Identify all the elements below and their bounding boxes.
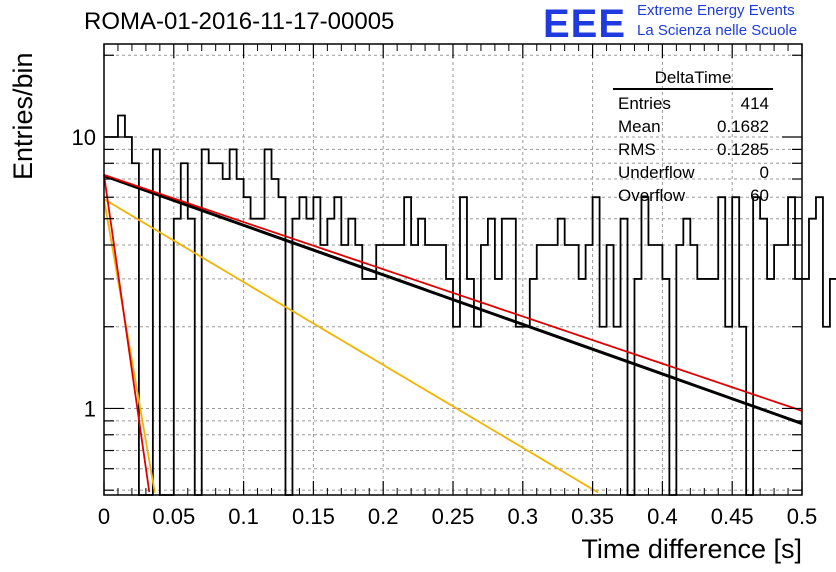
fit-line-4 (103, 174, 151, 493)
axis-ticks: 0 0.05 0.1 0.15 0.2 0.25 0.3 0.35 0.4 0.45 0.5 1 10 (72, 44, 818, 529)
logo-line-2: La Scienza nelle Scuole (637, 22, 798, 39)
stat-value: 0.1285 (717, 140, 769, 159)
fit-line-0 (103, 174, 803, 425)
x-tick-label: 0.05 (152, 504, 195, 529)
stat-value: 60 (750, 186, 769, 205)
x-tick-label: 0.5 (787, 504, 818, 529)
stat-label: Underflow (618, 163, 695, 182)
eee-logo: EEE (543, 2, 627, 46)
fit-line-3 (103, 199, 156, 493)
stat-value: 0 (759, 163, 769, 182)
x-tick-label: 0.3 (508, 504, 539, 529)
x-tick-label: 0.15 (292, 504, 335, 529)
fit-line-2 (103, 198, 599, 494)
stat-label: Overflow (618, 186, 686, 205)
logo-line-1: Extreme Energy Events (637, 2, 795, 19)
x-tick-label: 0.2 (368, 504, 399, 529)
fit-lines (103, 174, 803, 494)
x-axis-label: Time difference [s] (581, 534, 802, 564)
stat-label: Mean (618, 117, 661, 136)
x-tick-label: 0.25 (432, 504, 475, 529)
run-title: ROMA-01-2016-11-17-00005 (84, 8, 395, 35)
x-tick-label: 0.4 (647, 504, 678, 529)
y-axis-label: Entries/bin (8, 52, 38, 180)
x-tick-label: 0.1 (228, 504, 259, 529)
stats-title: DeltaTime (613, 68, 773, 90)
y-tick-label: 10 (72, 125, 96, 150)
stat-value: 414 (740, 94, 769, 113)
stat-row-rms: RMS 0.1285 (609, 138, 777, 161)
y-tick-label: 1 (84, 396, 96, 421)
stat-row-underflow: Underflow 0 (609, 161, 777, 184)
fit-line-1 (103, 174, 803, 412)
x-tick-label: 0.35 (571, 504, 614, 529)
x-tick-label: 0.45 (711, 504, 754, 529)
stat-row-mean: Mean 0.1682 (609, 115, 777, 138)
stat-value: 0.1682 (717, 117, 769, 136)
stat-label: RMS (618, 140, 656, 159)
stat-row-entries: Entries 414 (609, 92, 777, 115)
stats-box: DeltaTime Entries 414 Mean 0.1682 RMS 0.… (609, 68, 777, 207)
stat-label: Entries (618, 94, 671, 113)
stat-row-overflow: Overflow 60 (609, 184, 777, 207)
x-tick-label: 0 (98, 504, 110, 529)
